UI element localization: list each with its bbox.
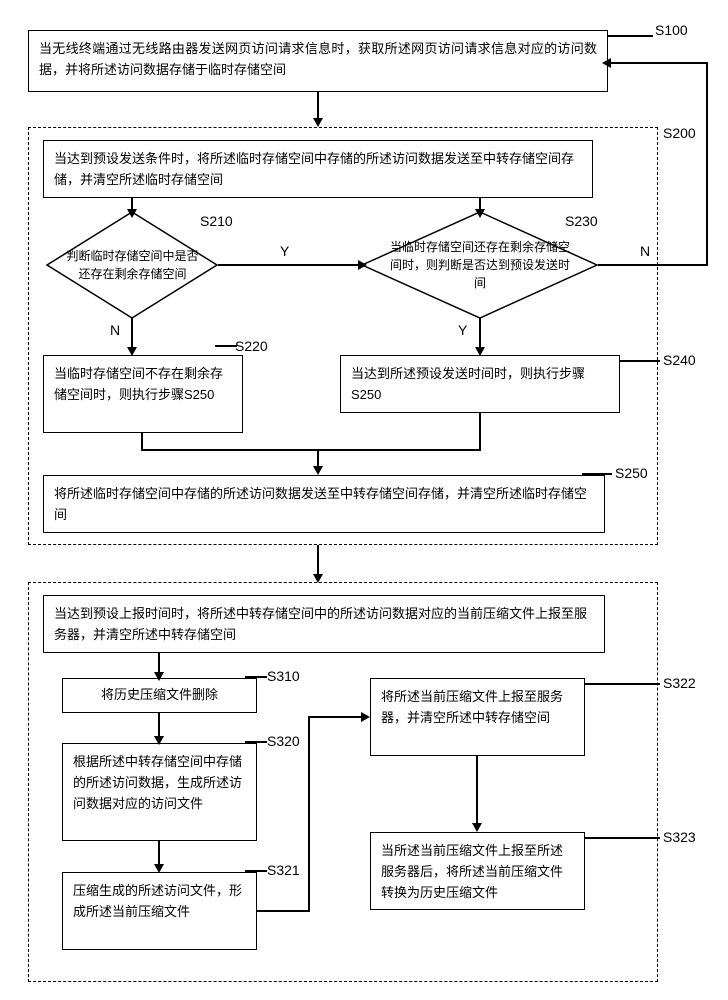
s240-label: S240 — [663, 352, 696, 368]
s320-text: 根据所述中转存储空间中存储的所述访问数据，生成所述访问数据对应的访问文件 — [73, 754, 242, 811]
step-s240: 当达到所述预设发送时间时，则执行步骤S250 — [340, 355, 620, 413]
s300-text: 当达到预设上报时间时，将所述中转存储空间中的所述访问数据对应的当前压缩文件上报至… — [54, 606, 587, 642]
s210-text: 判断临时存储空间中是否还存在剩余存储空间 — [45, 210, 220, 320]
s321-label: S321 — [267, 862, 300, 878]
s230-text: 当临时存储空间还存在剩余存储空间时，则判断是否达到预设发送时间 — [360, 210, 600, 320]
s323-text: 当所述当前压缩文件上报至所述服务器后，将所述当前压缩文件转换为历史压缩文件 — [381, 843, 563, 900]
step-s300: 当达到预设上报时间时，将所述中转存储空间中的所述访问数据对应的当前压缩文件上报至… — [43, 595, 605, 653]
s323-label: S323 — [663, 829, 696, 845]
s220-label: S220 — [235, 338, 268, 354]
step-s320: 根据所述中转存储空间中存储的所述访问数据，生成所述访问数据对应的访问文件 — [62, 743, 257, 841]
s230-no: N — [640, 243, 650, 259]
s200-label: S200 — [663, 125, 696, 141]
s310-label: S310 — [267, 668, 300, 684]
s240-text: 当达到所述预设发送时间时，则执行步骤S250 — [351, 366, 585, 402]
step-s322: 将所述当前压缩文件上报至服务器，并清空所述中转存储空间 — [370, 678, 585, 756]
step-s321: 压缩生成的所述访问文件，形成所述当前压缩文件 — [62, 872, 257, 950]
s250-label: S250 — [615, 465, 648, 481]
s210-yes: Y — [280, 243, 289, 259]
s310-text: 将历史压缩文件删除 — [101, 685, 218, 706]
s210-no: N — [110, 322, 120, 338]
step-s220: 当临时存储空间不存在剩余存储空间时，则执行步骤S250 — [43, 355, 243, 433]
s230-yes: Y — [458, 322, 467, 338]
decision-s210: 判断临时存储空间中是否还存在剩余存储空间 — [45, 210, 220, 320]
s250-text: 将所述临时存储空间中存储的所述访问数据发送至中转存储空间存储，并清空所述临时存储… — [54, 486, 587, 522]
s100-label: S100 — [655, 22, 688, 38]
step-s100: 当无线终端通过无线路由器发送网页访问请求信息时，获取所述网页访问请求信息对应的访… — [28, 30, 608, 92]
step-s323: 当所述当前压缩文件上报至所述服务器后，将所述当前压缩文件转换为历史压缩文件 — [370, 832, 585, 910]
step-s310: 将历史压缩文件删除 — [62, 678, 257, 713]
s322-label: S322 — [663, 675, 696, 691]
s100-text: 当无线终端通过无线路由器发送网页访问请求信息时，获取所述网页访问请求信息对应的访… — [39, 41, 597, 77]
step-s250: 将所述临时存储空间中存储的所述访问数据发送至中转存储空间存储，并清空所述临时存储… — [43, 475, 605, 533]
s320-label: S320 — [267, 733, 300, 749]
s210-label: S210 — [200, 213, 233, 229]
s321-text: 压缩生成的所述访问文件，形成所述当前压缩文件 — [73, 883, 242, 919]
decision-s230: 当临时存储空间还存在剩余存储空间时，则判断是否达到预设发送时间 — [360, 210, 600, 320]
s220-text: 当临时存储空间不存在剩余存储空间时，则执行步骤S250 — [54, 366, 223, 402]
step-s200: 当达到预设发送条件时，将所述临时存储空间中存储的所述访问数据发送至中转存储空间存… — [43, 140, 593, 198]
s322-text: 将所述当前压缩文件上报至服务器，并清空所述中转存储空间 — [381, 689, 563, 725]
s200-text: 当达到预设发送条件时，将所述临时存储空间中存储的所述访问数据发送至中转存储空间存… — [54, 151, 574, 187]
s230-label: S230 — [565, 213, 598, 229]
